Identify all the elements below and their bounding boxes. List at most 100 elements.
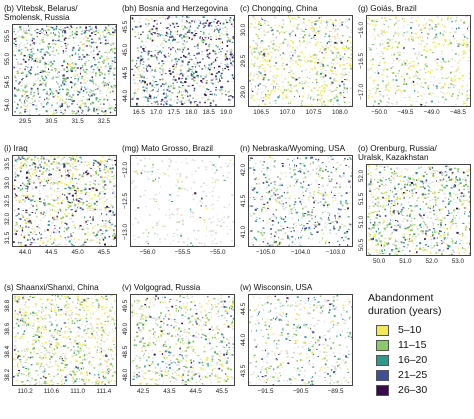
abandonment-pixel [46,77,47,79]
land-pixel [373,35,374,36]
abandonment-pixel [409,77,411,79]
abandonment-pixel [86,92,87,94]
abandonment-pixel [192,66,194,67]
abandonment-pixel [437,65,439,66]
land-pixel [169,99,171,100]
land-pixel [411,48,412,49]
abandonment-pixel [192,32,193,33]
abandonment-pixel [294,25,295,26]
abandonment-pixel [193,77,195,79]
abandonment-pixel [54,157,55,158]
abandonment-pixel [54,219,55,221]
abandonment-pixel [189,27,190,28]
land-pixel [59,164,61,165]
abandonment-pixel [151,51,153,52]
abandonment-pixel [234,96,235,97]
abandonment-pixel [443,30,444,31]
land-pixel [76,159,78,160]
abandonment-pixel [265,94,266,95]
abandonment-pixel [371,68,372,69]
abandonment-pixel [140,81,142,82]
abandonment-pixel [104,52,106,53]
abandonment-pixel [303,36,304,37]
abandonment-pixel [26,40,27,41]
abandonment-pixel [142,48,144,50]
abandonment-pixel [104,237,106,238]
abandonment-pixel [352,229,353,231]
land-pixel [197,203,198,204]
land-pixel [420,86,422,88]
land-pixel [450,18,452,19]
land-pixel [104,197,105,199]
abandonment-pixel [265,70,266,71]
land-pixel [180,65,182,67]
abandonment-pixel [192,76,194,77]
land-pixel [436,96,437,97]
land-pixel [35,80,37,81]
abandonment-pixel [140,46,142,48]
land-pixel [317,168,318,170]
abandonment-pixel [220,226,222,227]
abandonment-pixel [88,203,90,204]
abandonment-pixel [458,43,460,44]
abandonment-pixel [111,224,113,225]
abandonment-pixel [170,54,171,56]
y-tick-label: 33.0 [4,176,11,188]
abandonment-pixel [33,239,34,241]
abandonment-pixel [147,35,149,36]
land-pixel [297,231,299,232]
abandonment-pixel [75,211,77,212]
land-pixel [134,188,135,190]
abandonment-pixel [411,39,412,40]
abandonment-pixel [104,30,106,32]
abandonment-pixel [269,71,271,72]
abandonment-pixel [156,101,157,103]
land-pixel [203,20,205,21]
abandonment-pixel [25,221,27,223]
abandonment-pixel [21,79,22,80]
abandonment-pixel [28,71,29,72]
abandonment-pixel [225,27,227,29]
land-pixel [136,173,138,174]
abandonment-pixel [31,199,32,200]
land-pixel [440,88,442,89]
abandonment-pixel [59,195,60,196]
land-pixel [220,98,221,100]
abandonment-pixel [101,55,103,57]
abandonment-pixel [431,101,433,103]
abandonment-pixel [22,227,23,229]
land-pixel [254,192,256,193]
land-pixel [143,44,144,46]
abandonment-pixel [55,246,57,247]
abandonment-pixel [322,90,323,91]
abandonment-pixel [74,67,75,69]
land-pixel [417,65,419,66]
land-pixel [164,34,166,35]
abandonment-pixel [185,90,187,91]
abandonment-pixel [97,224,99,225]
land-pixel [310,174,312,175]
abandonment-pixel [51,243,53,245]
abandonment-pixel [90,239,92,240]
abandonment-pixel [286,31,288,32]
land-pixel [260,42,261,43]
abandonment-pixel [96,30,97,32]
abandonment-pixel [54,216,55,218]
land-pixel [193,37,195,39]
land-pixel [60,244,61,245]
abandonment-pixel [67,77,69,79]
land-pixel [252,239,253,240]
abandonment-pixel [25,86,27,87]
abandonment-pixel [143,67,144,68]
abandonment-pixel [57,96,59,98]
abandonment-pixel [103,81,104,82]
abandonment-pixel [20,242,22,243]
land-pixel [224,217,225,219]
abandonment-pixel [64,231,66,232]
land-pixel [90,25,91,26]
abandonment-pixel [410,27,412,29]
abandonment-pixel [22,215,23,216]
land-pixel [74,43,75,44]
abandonment-pixel [34,30,36,31]
abandonment-pixel [151,106,153,107]
